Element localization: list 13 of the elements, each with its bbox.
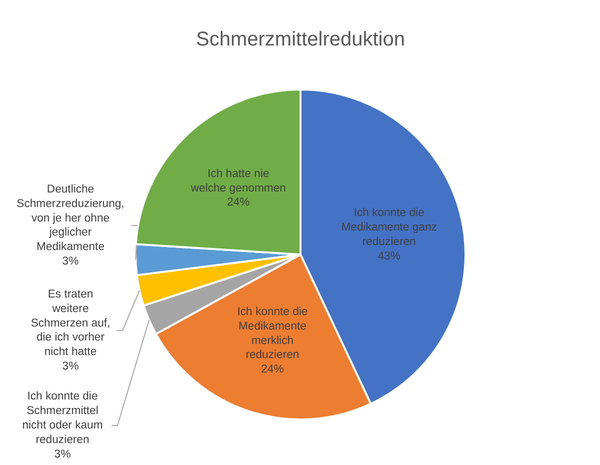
slice-label: Ich hatte nie welche genommen (190, 168, 286, 194)
slice-label: Es traten weitere Schmerzen auf, die ich vorher nicht hatte (30, 288, 110, 358)
slice-label: Ich konnte die Medikamente ganz reduzieren (341, 207, 438, 248)
data-label: 3% (54, 448, 71, 460)
slice-label: Ich konnte die Medikamente merklich reduzieren (237, 306, 308, 362)
data-label: 24% (261, 364, 284, 376)
data-label: 24% (227, 196, 250, 209)
data-label: 3% (62, 256, 79, 268)
data-label: 3% (62, 360, 79, 372)
data-label: 43% (378, 250, 400, 262)
slice-label: Ich konnte die Schmerzmittel nicht oder kaum reduzieren (22, 390, 103, 446)
chart-title: Schmerzmittelreduktion (196, 28, 405, 50)
slice-label: Deutliche Schmerzreduzierung, von je her ohne jeglicher Medikamente (16, 184, 124, 254)
